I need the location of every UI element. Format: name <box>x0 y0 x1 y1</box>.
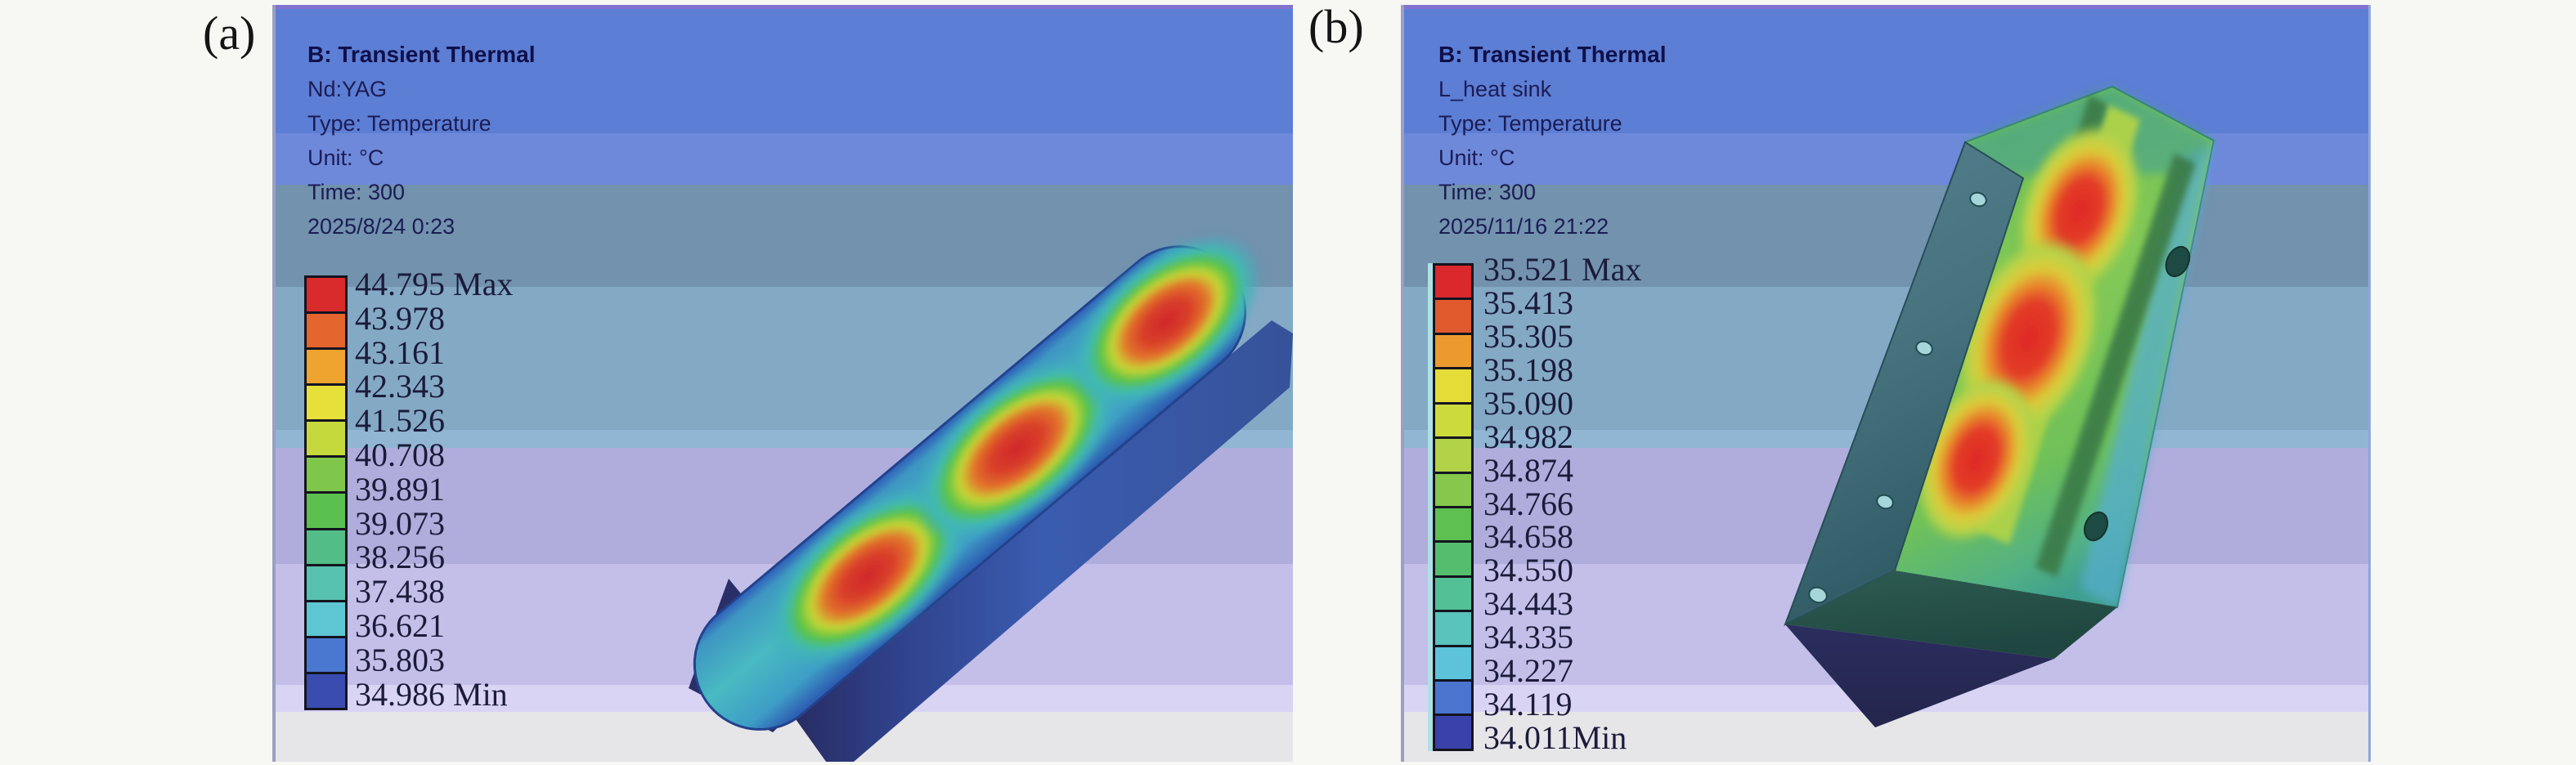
legend-color-block <box>307 491 345 528</box>
legend-label: 34.982 <box>1483 418 1573 455</box>
legend-label: 43.161 <box>355 333 445 371</box>
legend-color-block <box>307 455 345 492</box>
header-line: Nd:YAG <box>307 77 388 101</box>
legend-label: 34.658 <box>1483 518 1573 556</box>
header-line: Type: Temperature <box>1438 111 1622 136</box>
result-title: B: Transient Thermal <box>1438 42 1667 67</box>
mount-hole-1 <box>1969 191 1987 208</box>
legend-label: 34.443 <box>1483 585 1573 623</box>
legend-label: 35.521 Max <box>1483 251 1642 288</box>
legend-color-block <box>307 599 345 636</box>
legend-color-block <box>307 419 345 456</box>
legend-color-block <box>1435 644 1471 680</box>
heatsink-underside <box>1785 624 2054 727</box>
legend-label: 39.073 <box>355 504 445 542</box>
mount-hole-4 <box>1808 586 1828 604</box>
header-line: Time: 300 <box>1438 180 1537 204</box>
crystal-side-face <box>796 320 1293 762</box>
legend-label: 39.891 <box>355 470 445 508</box>
legend-label: 35.198 <box>1483 351 1573 388</box>
legend-label: 38.256 <box>355 539 445 576</box>
hotspot-3 <box>1069 233 1263 410</box>
panel-a-viewport[interactable]: B: Transient Thermal Nd:YAG Type: Tempera… <box>272 5 1293 762</box>
legend-label: 34.766 <box>1483 485 1573 522</box>
header-line: L_heat sink <box>1438 77 1552 101</box>
legend-color-block <box>1435 436 1471 472</box>
result-detail-lines: L_heat sink Type: Temperature Unit: °C Time… <box>1438 72 1667 244</box>
panel-a-letter: (a) <box>203 7 256 60</box>
legend-color-block <box>1435 471 1471 506</box>
legend-color-block <box>1435 610 1471 645</box>
legend-label: 40.708 <box>355 436 445 473</box>
result-title: B: Transient Thermal <box>307 42 536 67</box>
panel-a-annotation: B: Transient Thermal Nd:YAG Type: Tempera… <box>307 38 536 244</box>
legend-color-block <box>307 278 345 312</box>
legend-color-block <box>1435 298 1471 333</box>
legend-label: 37.438 <box>355 573 445 611</box>
header-line: 2025/11/16 21:22 <box>1438 214 1609 239</box>
legend-colorbar <box>1433 263 1474 751</box>
legend-label: 34.119 <box>1483 686 1573 723</box>
legend-label: 34.011Min <box>1483 719 1627 757</box>
mount-hole-2 <box>1915 340 1933 356</box>
panel-b-letter: (b) <box>1308 0 1364 53</box>
legend-color-block <box>307 347 345 384</box>
legend-color-block <box>307 527 345 564</box>
legend-label: 34.550 <box>1483 552 1573 589</box>
hotspot-1 <box>765 483 971 669</box>
heatsink-bottom-end-face <box>1785 570 2117 659</box>
legend-label: 34.227 <box>1483 652 1573 690</box>
header-line: Time: 300 <box>307 180 406 204</box>
legend-label: 35.090 <box>1483 384 1573 422</box>
legend-label: 34.874 <box>1483 451 1573 489</box>
legend-label: 35.413 <box>1483 284 1573 321</box>
legend-color-block <box>307 563 345 600</box>
legend-color-block <box>1435 679 1471 714</box>
legend-colorbar <box>304 275 348 710</box>
legend-label: 35.803 <box>355 641 445 678</box>
legend-label: 35.305 <box>1483 317 1573 355</box>
legend-label: 34.986 Min <box>355 675 508 713</box>
legend-label: 36.621 <box>355 607 445 644</box>
legend-color-block <box>1435 401 1471 437</box>
panel-b-annotation: B: Transient Thermal L_heat sink Type: Te… <box>1438 38 1667 244</box>
legend-color-block <box>1435 540 1471 575</box>
legend-color-block <box>1435 714 1471 749</box>
legend-color-block <box>307 311 345 348</box>
legend-label: 43.978 <box>355 299 445 337</box>
header-line: 2025/8/24 0:23 <box>307 214 456 239</box>
legend-color-block <box>1435 266 1471 298</box>
panel-b-viewport[interactable]: B: Transient Thermal L_heat sink Type: Te… <box>1401 5 2371 762</box>
mount-hole-3 <box>1876 494 1894 510</box>
legend-label: 34.335 <box>1483 619 1573 656</box>
crystal-top-face <box>693 233 1263 731</box>
legend-color-block <box>307 383 345 420</box>
groove-shoulder-right <box>2035 154 2196 577</box>
legend-color-block <box>1435 367 1471 402</box>
flange-hole-1 <box>2165 245 2191 278</box>
nd-yag-3d-model <box>689 233 1293 762</box>
flange-hole-2 <box>2083 511 2109 542</box>
result-detail-lines: Nd:YAG Type: Temperature Unit: °C Time: 300… <box>307 72 536 244</box>
legend-label: 44.795 Max <box>355 266 514 302</box>
legend-label: 42.343 <box>355 368 445 405</box>
legend-color-block <box>1435 505 1471 541</box>
legend-color-block <box>1435 575 1471 611</box>
hotspot-2 <box>913 355 1121 543</box>
legend-label: 41.526 <box>355 402 445 440</box>
header-line: Type: Temperature <box>307 111 491 136</box>
legend-color-block <box>307 635 345 672</box>
legend-color-block <box>307 671 345 708</box>
header-line: Unit: °C <box>1438 145 1515 170</box>
header-line: Unit: °C <box>307 145 384 170</box>
heat-sink-3d-model <box>1784 85 2215 727</box>
legend-color-block <box>1435 332 1471 368</box>
